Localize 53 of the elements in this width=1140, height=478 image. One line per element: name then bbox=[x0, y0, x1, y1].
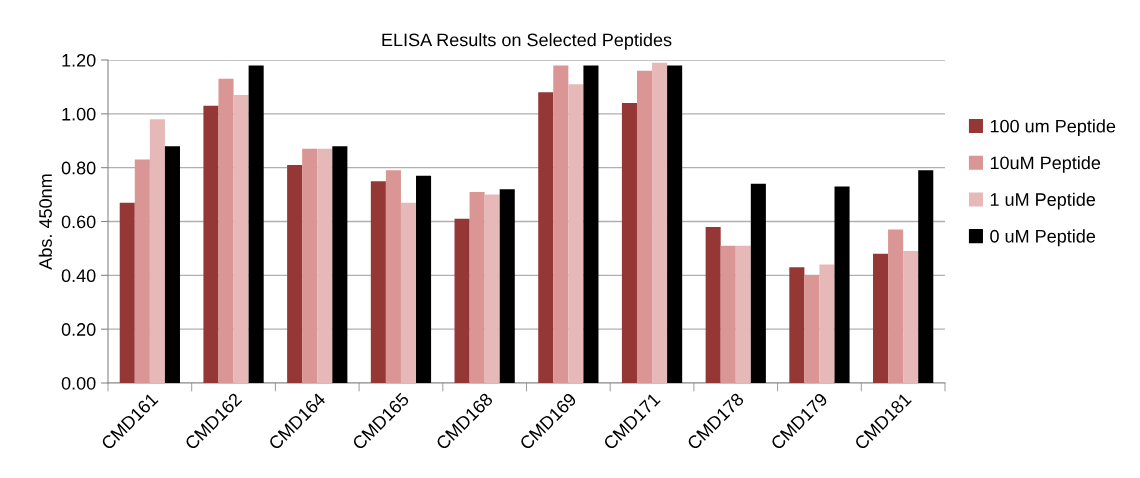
bar bbox=[119, 202, 135, 383]
y-tick-label: 1.20 bbox=[62, 53, 96, 67]
bar bbox=[416, 175, 432, 383]
bar bbox=[705, 226, 721, 383]
chart-title: ELISA Results on Selected Peptides bbox=[382, 33, 672, 50]
bar bbox=[583, 65, 599, 383]
y-tick-label: 0.00 bbox=[61, 376, 96, 390]
bar bbox=[302, 148, 318, 383]
bar bbox=[888, 229, 904, 383]
bar bbox=[370, 181, 386, 383]
legend-label: 10uM Peptide bbox=[990, 155, 1101, 173]
bar bbox=[248, 65, 264, 383]
bar bbox=[819, 264, 835, 383]
bar bbox=[203, 105, 219, 383]
bar bbox=[553, 65, 569, 383]
bar bbox=[454, 218, 470, 383]
bar bbox=[469, 191, 485, 383]
bar bbox=[385, 170, 401, 383]
bar bbox=[804, 275, 820, 383]
bar bbox=[903, 251, 919, 383]
y-tick-label: 1.00 bbox=[62, 107, 96, 121]
bar bbox=[538, 92, 554, 383]
y-tick-label: 0.60 bbox=[61, 215, 96, 229]
bar bbox=[750, 183, 766, 383]
bar bbox=[218, 78, 234, 383]
bar bbox=[233, 94, 249, 383]
bar bbox=[621, 103, 637, 383]
legend-label: 0 uM Peptide bbox=[990, 229, 1096, 247]
bar bbox=[568, 84, 584, 383]
bar bbox=[918, 170, 934, 383]
bar bbox=[652, 62, 668, 383]
y-axis-title: Abs. 450nm bbox=[38, 174, 52, 270]
bar bbox=[400, 202, 417, 383]
y-tick-label: 0.40 bbox=[61, 269, 96, 283]
bar bbox=[873, 253, 889, 383]
bar bbox=[164, 146, 180, 383]
bar bbox=[134, 159, 150, 383]
y-tick-label: 0.20 bbox=[61, 323, 96, 336]
bar bbox=[720, 245, 736, 383]
legend-label: 100 um Peptide bbox=[990, 119, 1116, 137]
bar bbox=[317, 148, 333, 383]
bar bbox=[484, 194, 500, 383]
bar bbox=[149, 119, 165, 383]
bar bbox=[667, 65, 683, 383]
bar bbox=[789, 267, 805, 383]
y-tick-label: 0.80 bbox=[61, 161, 96, 175]
bar bbox=[834, 186, 850, 383]
bar bbox=[735, 245, 751, 383]
bar bbox=[332, 146, 348, 383]
bar bbox=[636, 70, 653, 383]
bar bbox=[287, 164, 303, 383]
legend-label: 1 uM Peptide bbox=[990, 192, 1096, 210]
bar bbox=[499, 189, 515, 383]
